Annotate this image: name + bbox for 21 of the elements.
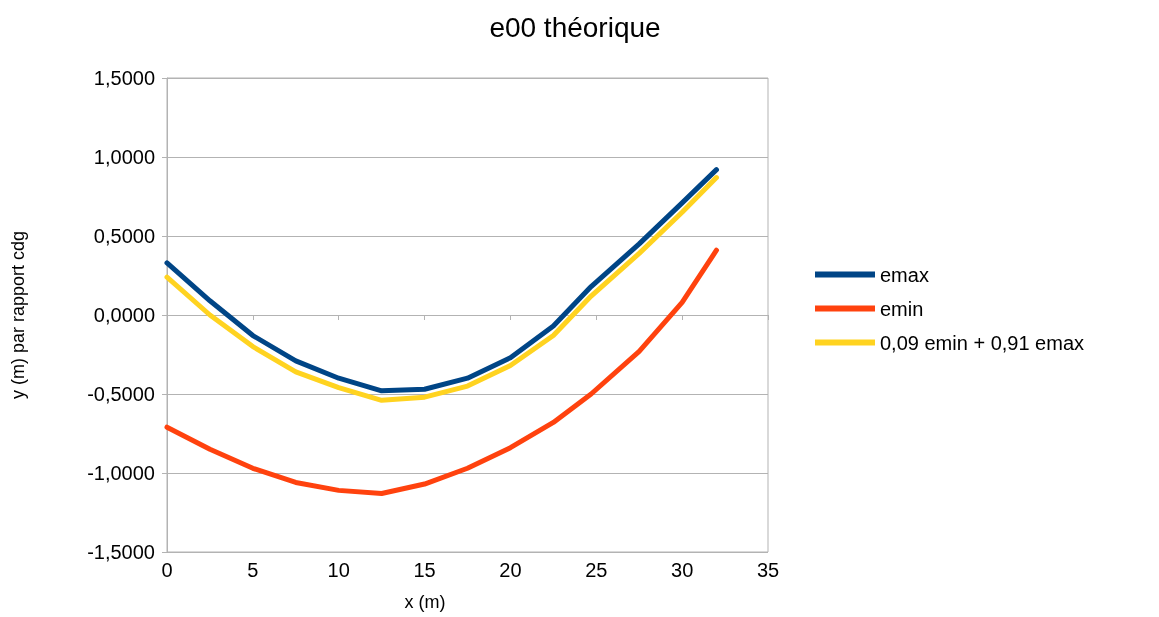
chart-title: e00 théorique (489, 11, 661, 43)
y-axis-title: y (m) par rapport cdg (8, 230, 28, 400)
y-tick-label: 1,5000 (93, 67, 155, 89)
y-tick-label: 0,5000 (93, 225, 155, 247)
y-tick-label: 1,0000 (93, 146, 155, 168)
x-tick-label: 35 (756, 559, 780, 581)
x-tick-label: 10 (327, 559, 350, 581)
x-tick-label: 5 (247, 559, 259, 581)
y-tick-label: 0,0000 (93, 304, 155, 326)
x-tick-label: 25 (585, 559, 608, 581)
x-tick-label: 15 (413, 559, 436, 581)
x-tick-label: 0 (161, 559, 173, 581)
legend-label: emin (880, 297, 924, 320)
legend-label: emax (880, 263, 929, 286)
x-tick-label: 20 (499, 559, 522, 581)
x-tick-label: 30 (671, 559, 694, 581)
y-tick-label: -1,0000 (87, 462, 155, 484)
y-tick-label: -0,5000 (87, 383, 155, 405)
y-tick-label: -1,5000 (87, 541, 155, 563)
x-axis-title: x (m) (404, 592, 446, 612)
legend-label: 0,09 emin + 0,91 emax (880, 331, 1085, 354)
